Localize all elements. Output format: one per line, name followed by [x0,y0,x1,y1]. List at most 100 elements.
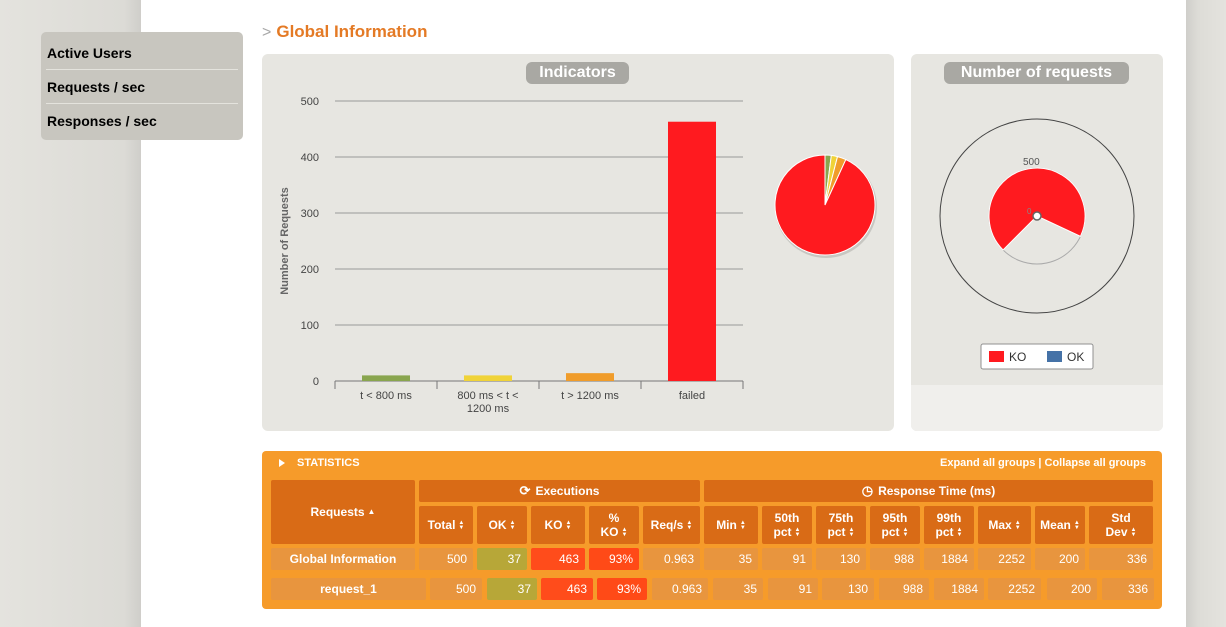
gauge-ko-slice [988,167,1086,251]
requests-header-label[interactable]: Requests [310,505,365,519]
menu-item-active-users[interactable]: Active Users [46,36,238,70]
side-menu: Active Users Requests / sec Responses / … [41,32,243,140]
menu-item-requests-per-sec[interactable]: Requests / sec [46,70,238,104]
column-header-label[interactable]: Max ▲ ▼ [988,518,1020,532]
table-cell--ko: 93% [597,578,647,600]
column-header-label[interactable]: Min ▲ ▼ [716,518,746,532]
table-row-name[interactable]: request_1 [271,578,426,600]
column-header-text[interactable]: Dev [1105,525,1128,539]
bar [362,375,410,381]
sort-icon[interactable]: ▲ ▼ [902,527,909,538]
column-header-label[interactable]: OK ▲ ▼ [489,518,516,532]
column-header-50th-pct[interactable]: 50th pct ▲ ▼ [762,506,812,544]
column-header-ok[interactable]: OK ▲ ▼ [477,506,527,544]
refresh-icon: ⟳ [519,483,531,498]
column-header-95th-pct[interactable]: 95th pct ▲ ▼ [870,506,920,544]
table-cell-max: 2252 [978,548,1031,570]
table-cell-95th-pct: 988 [879,578,929,600]
sort-icon[interactable]: ▲ ▼ [565,520,572,531]
column-header-99th-pct[interactable]: 99th pct ▲ ▼ [924,506,974,544]
column-header-75th-pct[interactable]: 75th pct ▲ ▼ [816,506,866,544]
column-header-label[interactable]: Req/s ▲ ▼ [651,518,693,532]
table-cell-75th-pct: 130 [822,578,874,600]
requests-title: Number of requests [944,62,1129,84]
sort-icon[interactable]: ▲ ▼ [794,527,801,538]
sort-icon[interactable]: ▲ ▼ [848,527,855,538]
indicators-chart: 500 400 300 200 100 0 Number of Requests t < 80… [279,96,877,415]
x-tick-label: t < 800 ms [360,390,412,402]
table-row-name[interactable]: Global Information [271,548,415,570]
table-cell-min: 35 [713,578,763,600]
page-title: > Global Information [262,22,427,42]
column-header-label[interactable]: 95th pct ▲ ▼ [882,511,909,539]
x-tick-label: 1200 ms [467,403,510,415]
column-header-label[interactable]: Total ▲ ▼ [428,518,465,532]
column-header-text[interactable]: KO [600,525,619,539]
requests-panel-footer [911,385,1163,431]
column-header-text[interactable]: Max [988,518,1012,532]
column-header-text[interactable]: 50th [774,511,800,525]
column-header-text[interactable]: 75th [828,511,854,525]
table-cell-ok: 37 [477,548,527,570]
column-header-label[interactable]: % KO ▲ ▼ [601,511,628,539]
sort-icon[interactable]: ▲ ▼ [739,520,746,531]
table-cell-max: 2252 [988,578,1041,600]
table-cell-req-s: 0.963 [643,548,700,570]
column-header-label[interactable]: 50th pct ▲ ▼ [774,511,801,539]
table-cell-total: 500 [430,578,482,600]
ko-legend-swatch [989,351,1004,362]
column-header-text[interactable]: 95th [882,511,908,525]
column-header--ko[interactable]: % KO ▲ ▼ [589,506,639,544]
column-header-text[interactable]: Std [1111,511,1131,525]
gauge-zero-label: 0 [1027,207,1032,216]
sort-icon[interactable]: ▲ ▼ [1014,520,1021,531]
column-header-req-s[interactable]: Req/s ▲ ▼ [643,506,700,544]
sort-icon[interactable]: ▲ ▼ [458,520,465,531]
column-header-text[interactable]: pct [773,525,792,539]
sort-icon[interactable]: ▲ ▼ [1130,527,1137,538]
menu-item-responses-per-sec[interactable]: Responses / sec [47,113,157,129]
sort-icon[interactable]: ▲ ▼ [621,527,628,538]
column-header-label[interactable]: Std Dev ▲ ▼ [1106,511,1137,539]
column-header-text[interactable]: Min [716,518,737,532]
sort-icon[interactable]: ▲ ▼ [509,520,516,531]
table-cell-std-dev: 336 [1089,548,1153,570]
column-header-label[interactable]: 75th pct ▲ ▼ [828,511,855,539]
column-header-text[interactable]: Mean [1040,518,1071,532]
x-tick-label: failed [679,390,705,402]
column-header-label[interactable]: Mean ▲ ▼ [1040,518,1080,532]
column-header-max[interactable]: Max ▲ ▼ [978,506,1031,544]
sort-icon[interactable]: ▲ ▼ [956,527,963,538]
column-header-text[interactable]: 99th [936,511,962,525]
response-time-group-header: ◷ Response Time (ms) [704,480,1153,502]
column-header-text[interactable]: % [608,511,620,525]
expand-triangle-icon[interactable] [279,459,285,467]
y-axis-label: Number of Requests [279,187,291,295]
column-header-ko[interactable]: KO ▲ ▼ [531,506,585,544]
sort-icon[interactable]: ▲ ▼ [686,520,693,531]
expand-collapse-links[interactable]: Expand all groups | Collapse all groups [939,457,1146,469]
column-header-label[interactable]: KO ▲ ▼ [545,518,572,532]
sort-icon[interactable]: ▲ ▼ [1073,520,1080,531]
statistics-label[interactable]: STATISTICS [297,457,360,469]
column-header-text[interactable]: pct [881,525,900,539]
column-header-text[interactable]: Total [427,518,456,532]
statistics-header[interactable]: STATISTICS Expand all groups | Collapse … [262,451,1162,475]
column-header-text[interactable]: pct [935,525,954,539]
requests-column-header[interactable]: Requests ▲ [271,480,415,544]
x-tick-label: 800 ms < t < [457,390,518,402]
table-cell-ok: 37 [487,578,537,600]
column-header-mean[interactable]: Mean ▲ ▼ [1035,506,1085,544]
column-header-total[interactable]: Total ▲ ▼ [419,506,473,544]
column-header-min[interactable]: Min ▲ ▼ [704,506,758,544]
column-header-std-dev[interactable]: Std Dev ▲ ▼ [1089,506,1153,544]
column-header-text[interactable]: OK [488,518,507,532]
bar [464,375,512,381]
column-header-text[interactable]: KO [544,518,563,532]
column-header-label[interactable]: 99th pct ▲ ▼ [936,511,963,539]
table-cell--ko: 93% [589,548,639,570]
column-header-text[interactable]: pct [827,525,846,539]
column-header-text[interactable]: Req/s [650,518,684,532]
y-tick-label: 500 [301,96,319,108]
sort-asc-icon[interactable]: ▲ [367,507,376,516]
